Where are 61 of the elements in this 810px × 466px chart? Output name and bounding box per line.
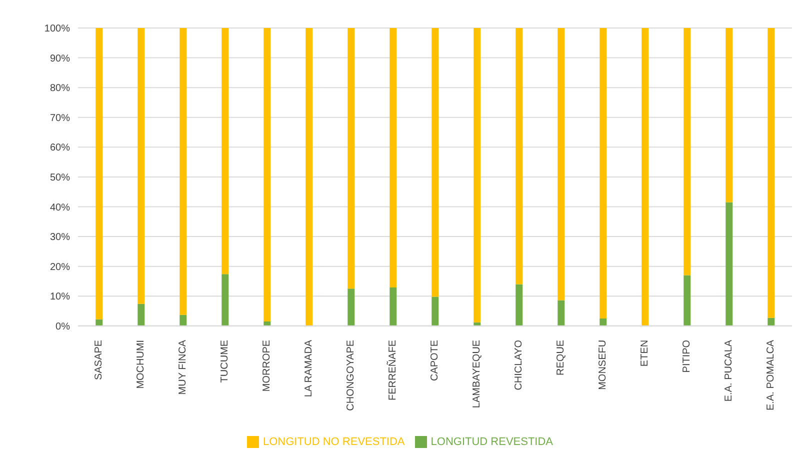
y-tick-label: 60% (50, 142, 70, 154)
bar (180, 28, 187, 315)
x-tick-label: E.A. PUCALA (724, 340, 734, 402)
bar (684, 275, 691, 326)
bar (600, 318, 607, 326)
bar (390, 28, 397, 288)
x-tick-label: CHICLAYO (514, 340, 524, 390)
y-tick-label: 100% (44, 24, 70, 35)
bar (726, 202, 733, 326)
x-tick-label: MORROPE (262, 340, 272, 392)
x-tick-label: CAPOTE (430, 340, 440, 382)
bar (684, 28, 691, 276)
x-tick-label: MOCHUMI (136, 340, 146, 389)
bar (138, 304, 145, 326)
bar (138, 28, 145, 304)
y-tick-label: 10% (50, 292, 70, 303)
bar (390, 287, 397, 326)
bar (222, 274, 229, 326)
y-tick-label: 20% (50, 262, 70, 273)
bar (558, 28, 565, 300)
legend-label: LONGITUD REVESTIDA (430, 436, 554, 448)
bar (768, 318, 775, 326)
x-tick-label: CHONGOYAPE (346, 340, 356, 411)
bar (306, 28, 313, 326)
x-tick-label: PITIPO (682, 340, 692, 373)
bar (516, 28, 523, 284)
bar (558, 300, 565, 326)
y-tick-label: 0% (56, 321, 70, 332)
bar (180, 314, 187, 326)
bar (348, 288, 355, 326)
y-tick-label: 70% (50, 112, 70, 124)
x-tick-label: LA RAMADA (304, 340, 314, 398)
x-tick-label: E.A. POMALCA (766, 340, 776, 410)
bar (642, 28, 649, 326)
x-tick-label: MONSEFU (598, 340, 608, 390)
legend-label: LONGITUD NO REVESTIDA (262, 436, 405, 448)
bar (600, 28, 607, 318)
bar (516, 284, 523, 326)
bar (768, 28, 775, 318)
bar (96, 319, 103, 326)
y-tick-label: 50% (50, 172, 70, 184)
y-tick-label: 90% (50, 53, 70, 64)
bar (264, 28, 271, 322)
bar (222, 28, 229, 274)
x-tick-label: SASAPE (94, 340, 104, 380)
x-tick-label: LAMBAYEQUE (472, 340, 482, 408)
x-tick-label: ETEN (640, 340, 650, 367)
bar (96, 28, 103, 320)
bar (348, 28, 355, 289)
y-tick-label: 30% (50, 232, 70, 244)
x-tick-label: MUY FINCA (178, 340, 188, 395)
x-tick-label: TUCUME (220, 340, 230, 383)
bar (264, 321, 271, 326)
x-tick-label: REQUE (556, 340, 566, 376)
bar (474, 28, 481, 322)
y-tick-label: 40% (50, 202, 70, 214)
x-tick-label: FERREÑAFE (386, 340, 398, 400)
bar (726, 28, 733, 202)
bar (432, 28, 439, 297)
bar (432, 296, 439, 326)
y-tick-label: 80% (50, 83, 70, 94)
